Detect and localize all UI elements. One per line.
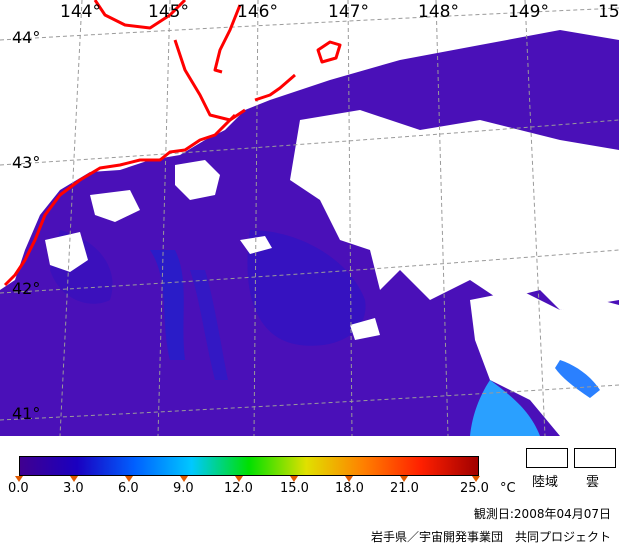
land-hokkaido	[0, 0, 619, 290]
colorbar-tick	[15, 476, 23, 482]
colorbar-tick	[125, 476, 133, 482]
coastline	[3, 0, 342, 287]
colorbar-unit: °C	[500, 481, 516, 496]
colorbar-tick-label: 18.0	[335, 481, 364, 496]
cloud-patch	[175, 160, 220, 200]
lon-label-150: 15	[598, 2, 619, 22]
lon-label-147: 147°	[328, 2, 369, 22]
lon-label-145: 145°	[148, 2, 189, 22]
colorbar-tick-label: 15.0	[280, 481, 309, 496]
warm-water-patch	[555, 360, 600, 398]
colorbar-tick	[180, 476, 188, 482]
cloud-patch	[90, 190, 140, 222]
colorbar-tick-label: 21.0	[390, 481, 419, 496]
cloud-mass	[470, 290, 619, 436]
observation-date: 観測日:2008年04月07日	[473, 507, 611, 521]
lat-label-43: 43°	[12, 153, 41, 172]
lon-label-146: 146°	[237, 2, 278, 22]
lat-label-42: 42°	[12, 279, 41, 298]
land-legend-swatch	[526, 448, 568, 468]
cool-water-streak	[150, 250, 185, 360]
colorbar-tick	[235, 476, 243, 482]
colorbar-tick-label: 12.0	[224, 481, 253, 496]
colorbar-tick-label: 9.0	[173, 481, 194, 496]
colorbar-tick	[70, 476, 78, 482]
lat-label-44: 44°	[12, 28, 41, 47]
credit-text: 岩手県／宇宙開発事業団 共同プロジェクト	[370, 530, 611, 544]
colorbar-tick-label: 0.0	[8, 481, 29, 496]
lon-label-148: 148°	[418, 2, 459, 22]
graticule	[0, 0, 619, 436]
land-legend-label: 陸域	[532, 475, 559, 490]
cloud-patch	[350, 318, 380, 340]
sea-surface-temperature-map	[0, 0, 619, 436]
colorbar-tick	[472, 476, 480, 482]
colorbar-tick	[290, 476, 298, 482]
cool-water-region	[247, 230, 366, 346]
temperature-colorbar	[19, 456, 479, 476]
colorbar-tick	[345, 476, 353, 482]
lon-label-144: 144°	[60, 2, 101, 22]
lon-label-149: 149°	[508, 2, 549, 22]
warm-water-patch	[470, 380, 540, 436]
cloud-patch	[45, 232, 88, 272]
lat-label-41: 41°	[12, 404, 41, 423]
cool-water-streak	[190, 270, 228, 380]
colorbar-tick-label: 6.0	[118, 481, 139, 496]
colorbar-tick	[400, 476, 408, 482]
colorbar-tick-label: 3.0	[63, 481, 84, 496]
colorbar-tick-label: 25.0	[460, 481, 489, 496]
cloud-legend-swatch	[574, 448, 616, 468]
cloud-legend-label: 雲	[586, 475, 600, 490]
